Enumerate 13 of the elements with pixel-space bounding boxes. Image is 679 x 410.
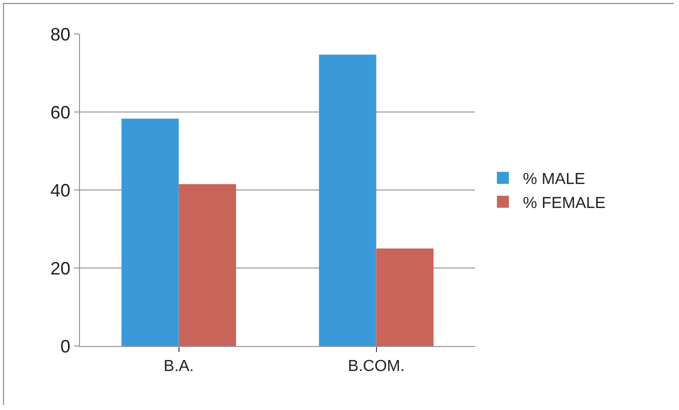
bar (376, 248, 434, 346)
y-tick-label: 0 (60, 336, 70, 356)
bar (178, 184, 236, 346)
legend-label: % MALE (522, 171, 586, 188)
x-tick-label: B.COM. (348, 358, 405, 376)
bar (318, 54, 376, 346)
bar (121, 118, 179, 346)
x-tick-label: B.A. (164, 358, 194, 376)
y-tick-label: 80 (50, 24, 70, 44)
y-tick-label: 20 (50, 258, 70, 278)
y-tick-label: 60 (50, 102, 70, 122)
y-tick-label: 40 (50, 180, 70, 200)
legend-label: % FEMALE (522, 194, 606, 212)
